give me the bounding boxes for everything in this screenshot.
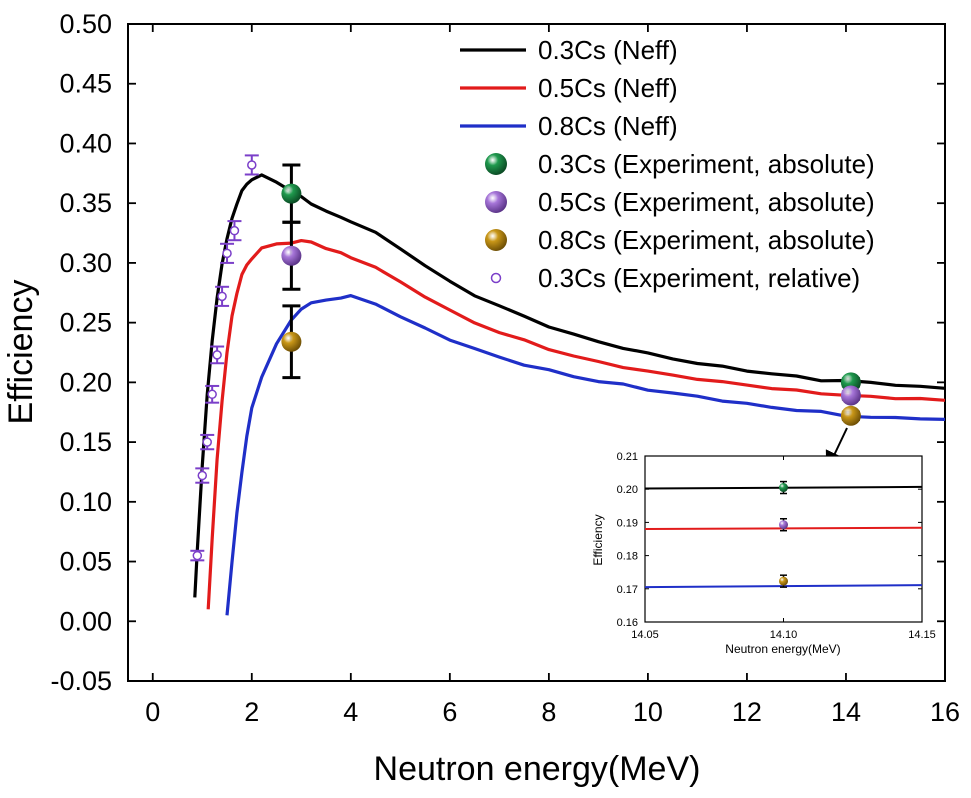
- inset-data-point-0-8cs-experiment-absolute: [779, 576, 788, 586]
- inset-y-tick-label: 0.16: [617, 617, 638, 629]
- data-point-0-3cs-experiment-absolute: [281, 183, 302, 204]
- x-tick-label: 2: [244, 697, 259, 727]
- legend-swatch-ball: [485, 153, 507, 175]
- main-x-ticks: 0 2 4 6 8 10 12 14 16: [145, 24, 960, 727]
- data-point-0-3cs-experiment-relative: [197, 470, 208, 481]
- legend-item-0-3cs-experiment-relative: 0.3Cs (Experiment, relative): [490, 263, 860, 293]
- legend-item-0-5cs-neff: 0.5Cs (Neff): [460, 73, 678, 103]
- inset-data-point-0-5cs-experiment-absolute: [779, 520, 788, 530]
- inset-x-axis-title: Neutron energy(MeV): [725, 642, 840, 656]
- legend-label: 0.3Cs (Experiment, absolute): [538, 149, 875, 179]
- legend-swatch-ball: [485, 191, 507, 213]
- y-tick-label: 0.30: [59, 248, 112, 278]
- data-point-0-5cs-experiment-absolute: [281, 245, 302, 266]
- inset-y-tick-label: 0.17: [617, 584, 638, 596]
- x-tick-label: 8: [541, 697, 556, 727]
- data-point-0-8cs-experiment-absolute: [840, 405, 861, 426]
- legend-item-0-3cs-experiment-absolute: 0.3Cs (Experiment, absolute): [485, 149, 875, 179]
- x-tick-label: 6: [442, 697, 457, 727]
- data-point-0-3cs-experiment-relative: [229, 225, 240, 236]
- x-tick-label: 12: [732, 697, 762, 727]
- x-tick-label: 4: [343, 697, 358, 727]
- legend-label: 0.8Cs (Experiment, absolute): [538, 225, 875, 255]
- data-point-0-3cs-experiment-relative: [192, 550, 203, 561]
- inset-y-tick-label: 0.19: [617, 517, 638, 529]
- inset-x-ticks: 14.05 14.10 14.15: [631, 456, 936, 641]
- y-tick-label: 0.05: [59, 547, 112, 577]
- y-tick-label: 0.15: [59, 427, 112, 457]
- main-y-ticks: -0.05 0.00 0.05 0.10 0.15 0.20 0.25 0.30 0.35 0.4…: [50, 9, 945, 696]
- legend-swatch-hollow: [490, 272, 502, 284]
- inset-y-tick-label: 0.21: [617, 451, 638, 463]
- y-tick-label: 0.10: [59, 487, 112, 517]
- y-tick-label: 0.00: [59, 606, 112, 636]
- inset-data-point-0-3cs-experiment-absolute: [779, 483, 788, 493]
- inset-x-tick-label: 14.10: [770, 629, 798, 641]
- data-point-0-3cs-experiment-relative: [212, 350, 222, 360]
- series-line-0-8cs-neff: [225, 294, 946, 616]
- x-tick-label: 0: [145, 697, 160, 727]
- legend-label: 0.3Cs (Experiment, relative): [538, 263, 860, 293]
- main-plot-data: [190, 154, 946, 616]
- y-tick-label: 0.50: [59, 9, 112, 39]
- legend-label: 0.8Cs (Neff): [538, 111, 678, 141]
- y-tick-label: 0.40: [59, 128, 112, 158]
- inset-y-ticks: 0.16 0.17 0.18 0.19 0.20 0.21: [617, 451, 922, 629]
- x-tick-label: 14: [831, 697, 861, 727]
- inset-x-tick-label: 14.15: [908, 629, 936, 641]
- legend-item-0-8cs-experiment-absolute: 0.8Cs (Experiment, absolute): [485, 225, 875, 255]
- inset-y-tick-label: 0.18: [617, 551, 638, 563]
- data-point-0-5cs-experiment-absolute: [840, 385, 861, 406]
- data-point-0-8cs-experiment-absolute: [281, 331, 302, 352]
- data-point-0-3cs-experiment-relative: [207, 389, 217, 400]
- legend-item-0-8cs-neff: 0.8Cs (Neff): [460, 111, 678, 141]
- x-tick-label: 16: [930, 697, 960, 727]
- y-tick-label: 0.45: [59, 69, 112, 99]
- inset-x-tick-label: 14.05: [631, 629, 659, 641]
- y-tick-label: 0.35: [59, 188, 112, 218]
- series-line-0-3cs-neff: [193, 173, 946, 598]
- data-point-0-3cs-experiment-relative: [247, 160, 257, 170]
- y-tick-label: -0.05: [50, 666, 112, 696]
- data-point-0-3cs-experiment-relative: [217, 291, 227, 302]
- data-point-0-3cs-experiment-relative: [202, 437, 212, 447]
- inset-plot-data: [644, 480, 923, 589]
- inset-y-tick-label: 0.20: [617, 484, 638, 496]
- y-axis-title: Efficiency: [2, 280, 40, 425]
- legend-swatch-ball: [485, 229, 507, 251]
- legend-item-0-3cs-neff: 0.3Cs (Neff): [460, 35, 678, 65]
- legend-label: 0.5Cs (Experiment, absolute): [538, 187, 875, 217]
- y-tick-label: 0.25: [59, 308, 112, 338]
- x-tick-label: 10: [633, 697, 663, 727]
- legend-item-0-5cs-experiment-absolute: 0.5Cs (Experiment, absolute): [485, 187, 875, 217]
- series-line-0-5cs-neff: [206, 239, 946, 610]
- inset-y-axis-title: Efficiency: [591, 514, 605, 565]
- x-axis-title: Neutron energy(MeV): [374, 750, 701, 788]
- legend-label: 0.5Cs (Neff): [538, 73, 678, 103]
- legend-label: 0.3Cs (Neff): [538, 35, 678, 65]
- inset-panel: 0.16 0.17 0.18 0.19 0.20 0.21 14.05 14.10 14.15…: [591, 451, 936, 656]
- data-point-0-3cs-experiment-relative: [222, 248, 232, 259]
- legend: 0.3Cs (Neff) 0.5Cs (Neff) 0.8Cs (Neff) 0.3C…: [460, 35, 875, 293]
- y-tick-label: 0.20: [59, 367, 112, 397]
